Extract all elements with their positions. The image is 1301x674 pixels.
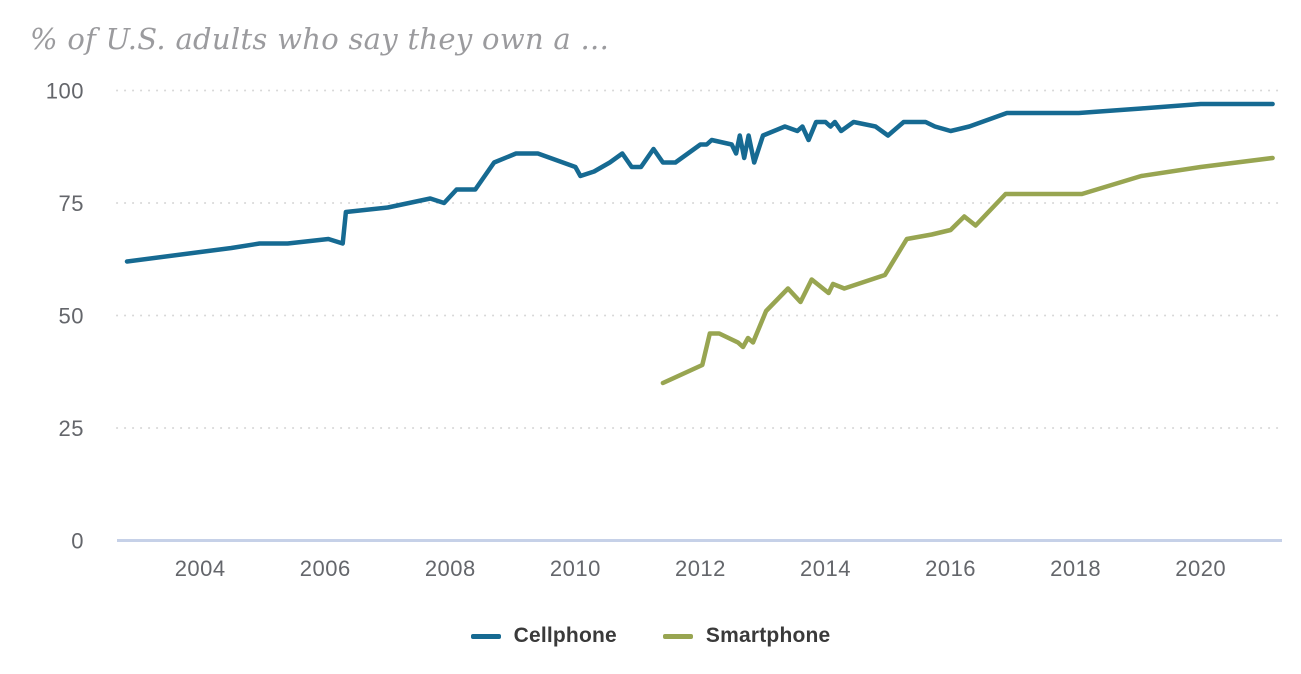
x-tick-label: 2004 bbox=[175, 556, 226, 581]
legend-item-smartphone[interactable]: Smartphone bbox=[662, 624, 831, 648]
legend-swatch-smartphone bbox=[662, 633, 693, 639]
y-tick-label: 0 bbox=[71, 529, 84, 554]
series-line-cellphone bbox=[124, 101, 1275, 264]
y-tick-label: 50 bbox=[59, 304, 84, 329]
series-line-smartphone bbox=[660, 155, 1275, 386]
chart-title: % of U.S. adults who say they own a ... bbox=[30, 22, 610, 56]
x-tick-label: 2020 bbox=[1175, 556, 1226, 581]
x-tick-label: 2010 bbox=[550, 556, 601, 581]
x-tick-label: 2006 bbox=[300, 556, 351, 581]
legend-swatch-cellphone bbox=[470, 633, 501, 639]
x-tick-label: 2014 bbox=[800, 556, 851, 581]
legend-label: Cellphone bbox=[513, 624, 617, 647]
y-tick-label: 75 bbox=[59, 191, 84, 216]
x-tick-label: 2008 bbox=[425, 556, 476, 581]
y-tick-label: 100 bbox=[46, 79, 84, 104]
legend-item-cellphone[interactable]: Cellphone bbox=[470, 624, 617, 648]
chart-legend: Cellphone Smartphone bbox=[0, 618, 1301, 654]
x-tick-label: 2012 bbox=[675, 556, 726, 581]
y-tick-label: 25 bbox=[59, 416, 84, 441]
legend-label: Smartphone bbox=[705, 624, 831, 647]
x-tick-label: 2016 bbox=[925, 556, 976, 581]
x-tick-label: 2018 bbox=[1050, 556, 1101, 581]
